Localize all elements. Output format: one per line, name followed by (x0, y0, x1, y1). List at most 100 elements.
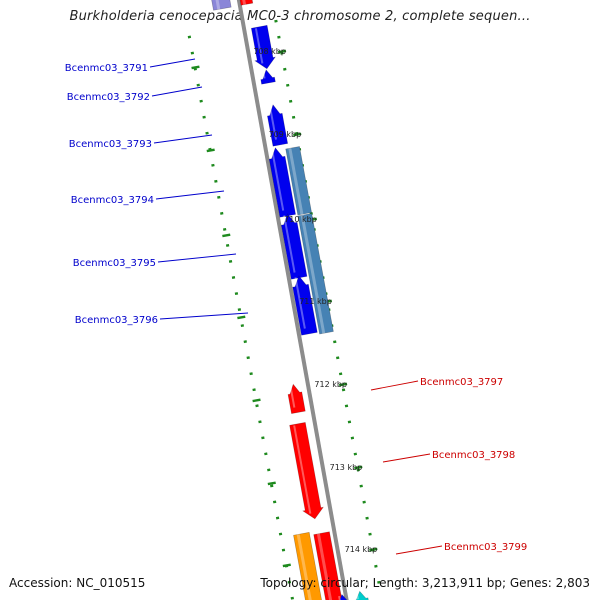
cds-bar-partial (211, 0, 232, 11)
cds-bar (313, 531, 343, 600)
scale-tick-outer (249, 372, 253, 376)
gene-arrow-highlight (262, 71, 266, 79)
scale-label: 712 kbp (314, 380, 347, 389)
cds-bar-highlight (300, 215, 326, 334)
scale-tick-inner-major (369, 547, 378, 552)
gene-label: Bcenmc03_3792 (67, 92, 150, 103)
gene-label: Bcenmc03_3797 (420, 377, 503, 388)
scale-tick-outer (205, 131, 209, 135)
scale-label: 708 kbp (253, 47, 286, 56)
scale-tick-inner (347, 420, 352, 424)
scale-tick-outer (208, 147, 212, 151)
scale-tick-inner (356, 468, 360, 472)
gene-arrow (289, 422, 324, 520)
scale-tick-outer-major (252, 398, 261, 403)
scale-tick-inner (274, 19, 278, 23)
scale-tick-inner (286, 83, 290, 87)
gene-arrow-partial (354, 590, 369, 600)
scale-tick-outer (255, 404, 259, 408)
cds-bar (297, 213, 334, 335)
scale-tick-inner (280, 51, 284, 55)
scale-tick-inner (277, 35, 281, 39)
gene-leader-line (149, 58, 196, 68)
gene-arrow-partial (339, 593, 348, 600)
scale-tick-outer (193, 67, 197, 71)
gene-leader-line (159, 312, 249, 320)
scale-tick-outer (187, 35, 192, 39)
scale-tick-inner (350, 436, 355, 440)
topology-text: Topology: circular; Length: 3,213,911 bp… (260, 576, 590, 590)
gene-arrow-partial-highlight (355, 592, 359, 600)
gene-label: Bcenmc03_3798 (432, 450, 515, 461)
gene-arrow-highlight (289, 385, 296, 408)
gene-leader-line (370, 380, 419, 391)
scale-tick-outer-major (282, 563, 291, 568)
gene-leader-line (395, 545, 443, 555)
cds-bar-highlight (288, 148, 304, 215)
gene-arrow-highlight (268, 106, 278, 140)
gene-arrow (268, 147, 296, 218)
gene-leader-line (382, 453, 431, 463)
scale-tick-outer (225, 243, 230, 247)
scale-tick-inner (368, 532, 372, 536)
scale-tick-outer (258, 420, 262, 424)
scale-tick-inner (377, 580, 381, 584)
gene-label: Bcenmc03_3794 (71, 195, 154, 206)
scale-tick-inner-major (293, 132, 302, 137)
scale-tick-outer (202, 115, 206, 119)
scale-tick-outer-major (222, 233, 231, 238)
scale-tick-outer (252, 388, 256, 392)
scale-tick-outer (264, 452, 268, 456)
scale-tick-outer (214, 179, 218, 183)
scale-tick-outer (220, 211, 224, 215)
scale-tick-outer (222, 227, 227, 231)
scale-tick-outer (190, 51, 195, 55)
scale-tick-inner (344, 404, 349, 408)
scale-tick-outer (246, 356, 250, 360)
scale-tick-outer (275, 516, 280, 520)
gene-label: Bcenmc03_3796 (75, 315, 158, 326)
scale-tick-outer (261, 436, 265, 440)
scale-tick-inner-major (277, 49, 287, 54)
scale-label: 711 kbp (299, 297, 332, 306)
gene-label: Bcenmc03_3795 (73, 258, 156, 269)
scale-tick-outer (240, 324, 245, 328)
scale-tick-outer-major (206, 148, 215, 153)
scale-tick-inner (341, 388, 346, 392)
gene-arrow-highlight (271, 149, 285, 211)
scale-tick-inner (288, 99, 293, 103)
scale-tick-inner (336, 356, 340, 360)
gene-arrow (267, 104, 289, 147)
gene-leader-line (153, 134, 213, 144)
cds-bar-partial-highlight (215, 0, 221, 10)
scale-tick-outer (287, 580, 292, 584)
gene-arrow-highlight (254, 28, 264, 64)
gene-label: Bcenmc03_3793 (69, 139, 152, 150)
gene-arrow (250, 24, 276, 70)
scale-tick-inner (333, 340, 337, 344)
gene-arrow (260, 69, 276, 85)
gene-arrow (287, 383, 306, 414)
scale-tick-inner (365, 516, 369, 520)
gene-arrow-highlight (293, 425, 312, 514)
gene-arrow-highlight (283, 215, 296, 273)
gene-label: Bcenmc03_3799 (444, 542, 527, 553)
scale-tick-outer (270, 484, 274, 488)
scale-tick-outer (217, 195, 221, 199)
gene-arrow-partial-highlight (338, 595, 341, 600)
scale-tick-outer (199, 99, 203, 103)
scale-tick-inner (283, 67, 287, 71)
genome-backbone (236, 0, 349, 600)
scale-tick-inner (359, 484, 363, 488)
scale-label: 713 kbp (330, 463, 363, 472)
scale-label: 714 kbp (345, 545, 378, 554)
scale-tick-outer (196, 83, 200, 87)
scale-tick-outer-major (237, 315, 246, 320)
gene-arrow-highlight (294, 277, 306, 329)
cds-bar (293, 531, 322, 600)
scale-tick-inner (294, 131, 299, 135)
cds-bar-highlight (316, 533, 333, 600)
accession-text: Accession: NC_010515 (9, 576, 146, 590)
scale-tick-inner (362, 500, 366, 504)
